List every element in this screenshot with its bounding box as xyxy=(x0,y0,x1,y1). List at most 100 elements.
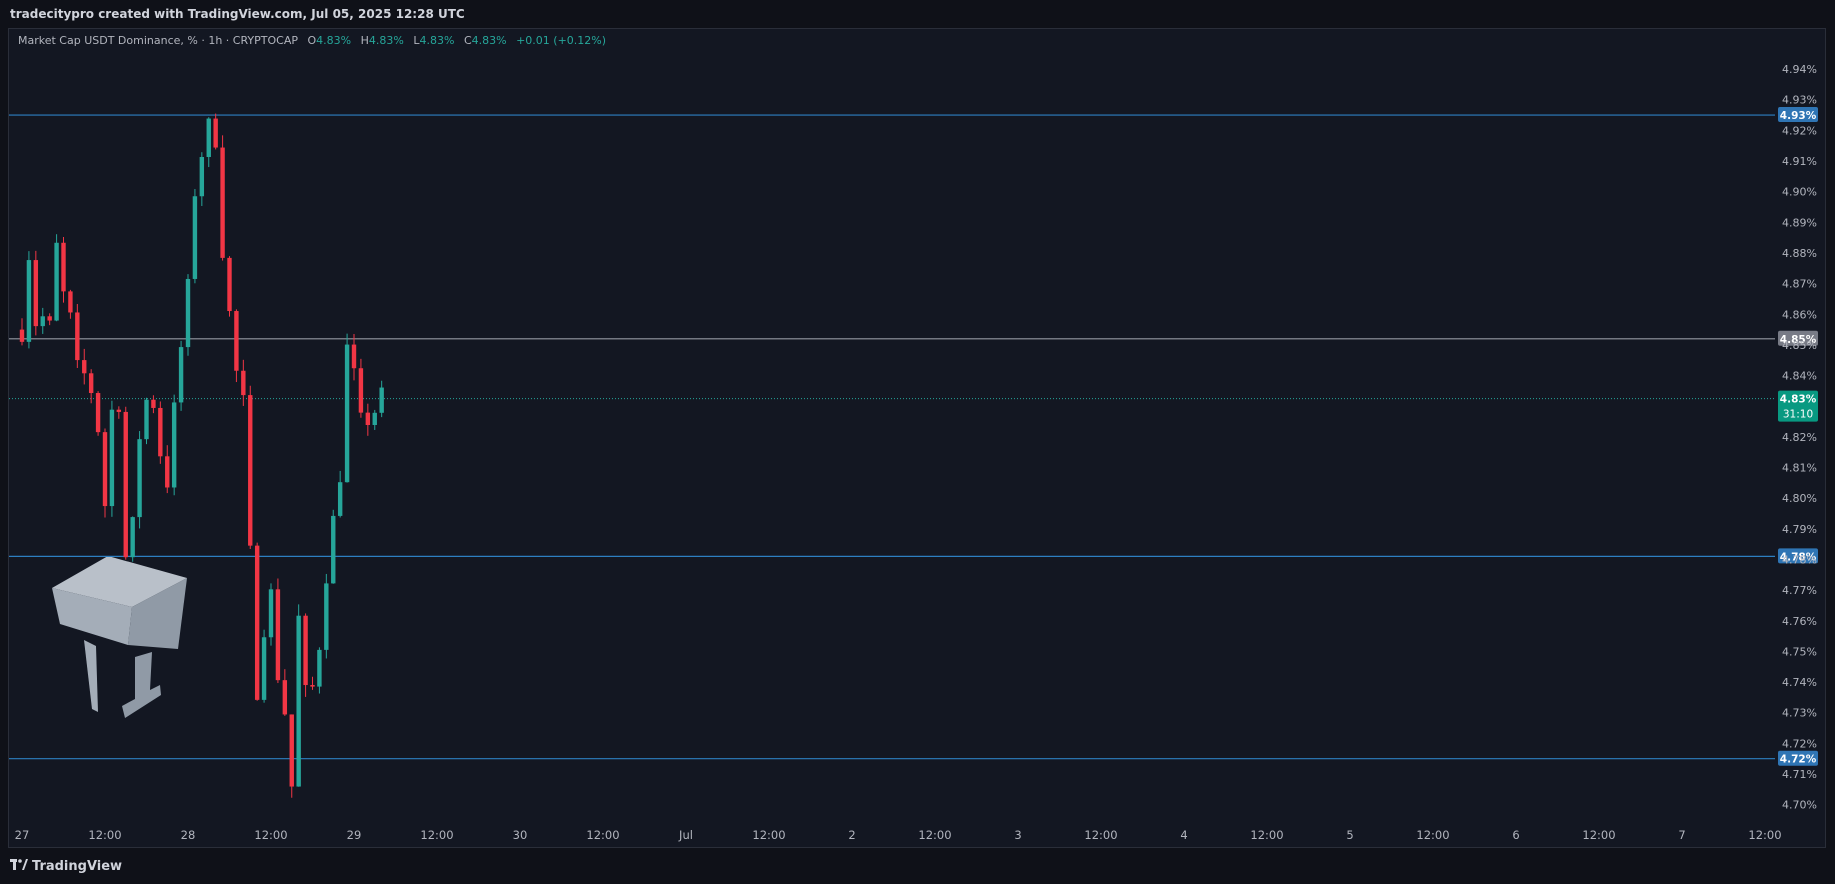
price-tick: 4.70% xyxy=(1782,799,1817,812)
candle-body xyxy=(268,589,274,638)
candle-body xyxy=(379,387,384,413)
candle-body xyxy=(109,409,115,507)
price-axis[interactable]: 4.70% 4.71% 4.72% 4.73% 4.74% 4.75% 4.76% 4.77%… xyxy=(1778,63,1818,812)
candle-body xyxy=(40,316,45,327)
time-tick: 3 xyxy=(1014,828,1021,842)
time-tick: 12:00 xyxy=(1084,828,1117,842)
candle-body xyxy=(171,402,177,488)
candle-body xyxy=(151,399,156,408)
time-tick: 7 xyxy=(1678,828,1685,842)
price-tick: 4.77% xyxy=(1782,584,1817,597)
time-tick: 4 xyxy=(1180,828,1187,842)
candles xyxy=(19,113,384,798)
price-tick: 4.93% xyxy=(1782,94,1817,107)
price-tick: 4.78% xyxy=(1782,553,1817,566)
time-tick: 12:00 xyxy=(1748,828,1781,842)
low-value: 4.83% xyxy=(419,34,455,47)
price-tick: 4.88% xyxy=(1782,247,1817,260)
candle-body xyxy=(123,411,128,558)
header-title: tradecitypro created with TradingView.co… xyxy=(10,7,465,21)
candle-body xyxy=(344,344,350,483)
time-tick: 2 xyxy=(848,828,855,842)
chart-pane[interactable] xyxy=(8,28,1826,848)
price-tick: 4.82% xyxy=(1782,431,1817,444)
candle-body xyxy=(303,615,308,686)
price-tick: 4.71% xyxy=(1782,768,1817,781)
price-tick: 4.87% xyxy=(1782,278,1817,291)
candle-body xyxy=(47,316,52,321)
candle-body xyxy=(317,649,322,687)
candle-body xyxy=(289,714,294,787)
header-bar: tradecitypro created with TradingView.co… xyxy=(0,0,1835,28)
price-tick: 4.90% xyxy=(1782,186,1817,199)
time-tick: Jul xyxy=(678,828,693,842)
candle-body xyxy=(61,242,66,292)
time-tick: 12:00 xyxy=(1416,828,1449,842)
time-tick: 27 xyxy=(15,828,30,842)
tradingview-brand[interactable]: TradingView xyxy=(10,859,122,874)
footer-bar xyxy=(0,850,1835,884)
time-tick: 12:00 xyxy=(586,828,619,842)
candle-body xyxy=(351,344,357,369)
close-value: 4.83% xyxy=(471,34,507,47)
price-tick: 4.75% xyxy=(1782,645,1817,658)
candle-body xyxy=(95,393,101,433)
time-tick: 12:00 xyxy=(88,828,121,842)
candle-body xyxy=(158,407,163,457)
symbol-name: Market Cap USDT Dominance, % · 1h · CRYP… xyxy=(18,34,298,47)
high-label: H xyxy=(360,34,369,47)
price-tick: 4.89% xyxy=(1782,216,1817,229)
level-badge xyxy=(1778,330,1818,346)
price-tick: 4.80% xyxy=(1782,492,1817,505)
time-tick: 12:00 xyxy=(752,828,785,842)
candle-body xyxy=(324,583,329,650)
open-label: O xyxy=(307,34,317,47)
price-tick: 4.73% xyxy=(1782,707,1817,720)
time-tick: 12:00 xyxy=(1582,828,1615,842)
candle-body xyxy=(337,482,343,516)
time-tick: 5 xyxy=(1346,828,1353,842)
candle-body xyxy=(54,242,59,321)
current-price-badge xyxy=(1778,390,1818,422)
level-label: 4.72% xyxy=(1780,754,1817,766)
candle-body xyxy=(75,312,80,361)
candle-body xyxy=(206,118,211,158)
time-tick: 6 xyxy=(1512,828,1519,842)
low-label: L xyxy=(413,34,420,47)
candle-body xyxy=(185,278,191,348)
time-tick: 30 xyxy=(513,828,528,842)
price-tick: 4.86% xyxy=(1782,308,1817,321)
candle-body xyxy=(310,685,315,687)
candle-body xyxy=(213,118,218,148)
symbol-legend: Market Cap USDT Dominance, % · 1h · CRYP… xyxy=(18,34,606,47)
candle-body xyxy=(19,329,25,342)
level-label: 4.93% xyxy=(1780,110,1817,122)
candle-body xyxy=(296,615,301,787)
candle-body xyxy=(165,456,170,488)
candle-body xyxy=(282,680,288,715)
high-value: 4.83% xyxy=(368,34,404,47)
candle-body xyxy=(372,412,377,425)
level-badge xyxy=(1778,107,1818,123)
candle-body xyxy=(261,637,267,700)
candle-body xyxy=(102,432,108,507)
brand-label: TradingView xyxy=(32,859,123,874)
tradecity-logo xyxy=(52,556,187,718)
candle-body xyxy=(144,399,149,440)
time-tick: 12:00 xyxy=(254,828,287,842)
candle-body xyxy=(220,147,225,258)
tradingview-icon xyxy=(10,859,28,870)
level-label: 4.85% xyxy=(1780,334,1817,346)
time-tick: 12:00 xyxy=(420,828,453,842)
open-value: 4.83% xyxy=(316,34,352,47)
price-tick: 4.91% xyxy=(1782,155,1817,168)
change-value: +0.01 (+0.12%) xyxy=(516,34,607,47)
candle-body xyxy=(68,291,73,313)
candle-body xyxy=(33,260,39,327)
level-badge xyxy=(1778,750,1818,766)
candle-body xyxy=(248,395,253,546)
countdown-label: 31:10 xyxy=(1783,409,1813,421)
time-axis[interactable]: 27 12:00 28 12:00 29 12:00 30 12:00 Jul 12:00 2 12:… xyxy=(15,828,1782,842)
